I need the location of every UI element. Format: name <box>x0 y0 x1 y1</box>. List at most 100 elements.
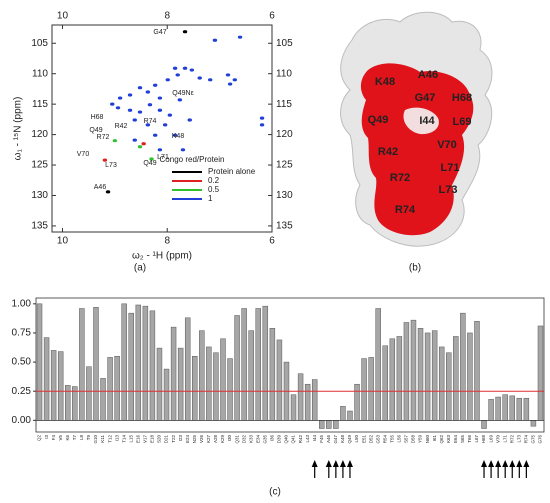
peak <box>157 148 163 152</box>
x-tick-label: E18 <box>150 435 155 444</box>
bar <box>431 330 438 421</box>
y-tick-label: 115 <box>276 99 292 110</box>
x-tick-label: L71 <box>502 435 507 443</box>
peak-annotation: Q49 <box>143 160 156 167</box>
x-tick-label: I23 <box>178 435 183 442</box>
x-tick-label: L8 <box>79 435 84 441</box>
legend-label: 0.2 <box>208 176 220 185</box>
bar <box>460 312 466 421</box>
bar <box>537 325 544 421</box>
x-tick-label: Q62 <box>439 435 444 444</box>
legend-label: 1 <box>208 194 213 203</box>
y-tick-label: 105 <box>31 38 48 49</box>
peak-annotation: H68 <box>91 114 104 121</box>
bar <box>241 308 247 421</box>
arrow-head <box>311 460 318 467</box>
panel-label: (b) <box>409 263 421 274</box>
y-tick-label: 110 <box>276 68 292 79</box>
peak <box>115 106 121 110</box>
bar <box>354 383 360 421</box>
peak-annotation: G47 <box>153 29 166 36</box>
x-tick-label: D52 <box>368 435 373 444</box>
x-tick-label: T22 <box>171 435 176 443</box>
bar <box>347 410 353 421</box>
bar <box>276 339 283 421</box>
bar <box>523 397 530 421</box>
y-tick-label: 135 <box>276 221 293 232</box>
x-tick-label: D32 <box>241 435 246 444</box>
bar <box>163 368 170 421</box>
bar <box>396 336 403 421</box>
bar <box>142 305 149 421</box>
peak <box>141 142 146 146</box>
peak-annotation: Q49 <box>89 127 102 134</box>
y-tick-label: 0.25 <box>12 386 32 397</box>
peak <box>182 66 188 70</box>
x-tick-label: Q40 <box>284 435 289 444</box>
bar <box>304 383 311 421</box>
bar <box>184 317 191 421</box>
residue-label: L69 <box>453 116 472 128</box>
bar <box>220 338 226 421</box>
peak <box>145 90 151 94</box>
bar <box>107 357 113 421</box>
x-tick-label: E16 <box>135 435 140 444</box>
x-tick-label: G76 <box>538 435 543 444</box>
arrow-head <box>488 460 495 467</box>
peak-annotation: A46 <box>94 184 107 191</box>
peak-annotation: R42 <box>115 123 128 130</box>
y-tick-label: 135 <box>31 221 48 232</box>
y-tick-label: 0.50 <box>12 357 32 368</box>
x-tick-label: I3 <box>44 435 49 439</box>
peak <box>232 78 238 82</box>
residue-label: V70 <box>437 139 457 151</box>
bar <box>403 322 410 421</box>
bar <box>79 308 85 421</box>
x-axis-label: ω₂ - ¹H (ppm) <box>132 251 192 262</box>
peak <box>149 157 154 161</box>
bar <box>495 396 501 421</box>
bar <box>255 308 261 421</box>
peak <box>157 108 163 112</box>
bar <box>170 326 177 421</box>
peak <box>132 118 137 122</box>
x-tick-label: S65 <box>460 435 465 444</box>
x-tick-label: H68 <box>481 435 486 444</box>
x-tick-label: V5 <box>58 435 63 441</box>
x-tick-label: G35 <box>262 435 267 444</box>
peak <box>152 133 158 137</box>
bar <box>438 346 445 421</box>
bar <box>453 336 459 421</box>
peak <box>117 96 123 100</box>
x-tick-label: I61 <box>432 435 437 442</box>
bar <box>333 420 339 429</box>
x-tick-label: E34 <box>255 435 260 444</box>
peak <box>152 83 158 87</box>
peak <box>137 145 143 149</box>
x-tick-label: L15 <box>128 435 133 443</box>
x-tick-label: Q49 <box>347 435 352 444</box>
x-tick-label: D21 <box>164 435 169 444</box>
peak <box>112 139 118 143</box>
y-tick-label: 130 <box>276 190 293 201</box>
bar <box>319 420 325 429</box>
y-tick-label: 0.00 <box>12 415 32 426</box>
x-tick-label: A46 <box>326 435 331 444</box>
bar <box>192 356 198 421</box>
residue-label: R72 <box>390 172 410 184</box>
x-tick-label: K33 <box>248 435 253 444</box>
x-tick-label: F4 <box>51 435 56 441</box>
peak <box>157 96 163 100</box>
peak-annotation: R72 <box>97 134 110 141</box>
x-tick-label: D39 <box>277 435 282 444</box>
peak <box>145 123 151 127</box>
x-tick-label: G53 <box>375 435 380 444</box>
x-tick-label: Y59 <box>418 435 423 444</box>
y-tick-label: 125 <box>276 160 293 171</box>
peak-annotation: L73 <box>105 162 117 169</box>
bar <box>311 379 318 421</box>
x-tick-label: L67 <box>474 435 479 443</box>
x-tick-label: I36 <box>270 435 275 442</box>
x-tick-label: T7 <box>72 435 77 441</box>
peak <box>259 123 265 127</box>
